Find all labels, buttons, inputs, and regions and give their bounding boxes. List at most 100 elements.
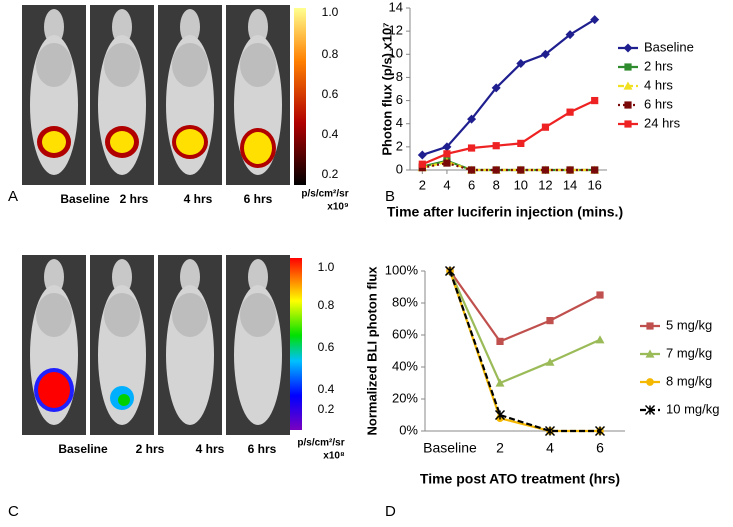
x-tick-label: 16 [587, 177, 601, 192]
point [546, 317, 554, 325]
image-label: Baseline [60, 192, 110, 206]
point [590, 15, 600, 25]
colorbar-scale: x10⁹ [327, 202, 349, 213]
y-tick-label: 80% [392, 294, 418, 309]
point [646, 378, 654, 386]
legend-label: 5 mg/kg [666, 317, 712, 332]
colorbar-tick-label: 1.0 [322, 5, 339, 19]
point [516, 59, 526, 69]
x-tick-label: 14 [563, 177, 577, 192]
point [624, 63, 632, 71]
legend-label: 4 hrs [644, 77, 673, 92]
panel-label: C [8, 503, 19, 520]
x-tick-label: 6 [468, 177, 475, 192]
colorbar-tick-label: 0.6 [322, 87, 339, 101]
y-tick-label: 12 [389, 23, 403, 38]
point [491, 83, 501, 93]
point [594, 425, 606, 437]
y-tick-label: 0 [396, 161, 403, 176]
x-tick-label: Baseline [423, 440, 477, 456]
point [645, 349, 655, 358]
x-tick-label: 10 [514, 177, 528, 192]
point [442, 142, 452, 152]
point [418, 160, 426, 168]
series-line [448, 270, 600, 433]
y-tick-label: 6 [396, 92, 403, 107]
series-line [421, 99, 596, 166]
colorbar-unit: p/s/cm²/sr [301, 189, 348, 200]
point [566, 108, 574, 116]
point [591, 96, 599, 105]
series-line [448, 270, 601, 385]
y-tick-label: 100% [385, 262, 419, 277]
image-label: 4 hrs [184, 192, 213, 206]
series-line [449, 270, 601, 343]
point [595, 335, 605, 344]
colorbar-tick-label: 1.0 [318, 260, 335, 274]
point [623, 43, 633, 53]
x-tick-label: 4 [546, 440, 554, 456]
colorbar-tick-label: 0.8 [318, 298, 335, 312]
point [540, 49, 550, 59]
point [443, 159, 451, 167]
point [624, 101, 632, 109]
point [545, 357, 555, 366]
point [517, 166, 525, 174]
series-line [421, 18, 596, 157]
x-tick-label: 12 [538, 177, 552, 192]
colorbar-tick-label: 0.2 [322, 167, 339, 181]
point [467, 166, 476, 174]
point [591, 166, 599, 174]
point [443, 150, 451, 158]
y-tick-label: 10 [389, 46, 403, 61]
y-tick-label: 14 [389, 0, 403, 14]
legend-label: 10 mg/kg [666, 401, 719, 416]
image-label: Baseline [58, 442, 108, 456]
point [417, 150, 427, 160]
legend-label: 6 hrs [644, 96, 673, 111]
point [467, 144, 476, 152]
point [494, 409, 506, 421]
y-tick-label: 60% [392, 326, 418, 341]
x-tick-label: 4 [443, 177, 450, 192]
colorbar-unit: p/s/cm²/sr [297, 438, 344, 449]
point [496, 337, 504, 345]
image-label: 2 hrs [136, 442, 165, 456]
point [644, 404, 656, 416]
y-tick-label: 4 [396, 115, 403, 130]
point [495, 378, 505, 387]
image-label: 6 hrs [244, 192, 273, 206]
image-label: 2 hrs [120, 192, 149, 206]
colorbar-scale: x10⁸ [323, 451, 345, 462]
panel-label: A [8, 188, 18, 205]
y-tick-label: 2 [396, 138, 403, 153]
x-tick-label: 8 [493, 177, 500, 192]
point [444, 265, 456, 277]
colorbar-tick-label: 0.4 [322, 127, 339, 141]
point [565, 30, 575, 40]
y-tick-label: 20% [392, 390, 418, 405]
mouse-images-a [22, 5, 306, 185]
colorbar-tick-label: 0.8 [322, 47, 339, 61]
point [517, 139, 525, 147]
legend-label: 8 mg/kg [666, 373, 712, 388]
colorbar-tick-label: 0.2 [318, 402, 335, 416]
point [646, 322, 654, 330]
x-axis-label: Time post ATO treatment (hrs) [420, 471, 620, 487]
y-tick-label: 40% [392, 358, 418, 373]
y-axis-label: Photon flux (p/s) x10⁷ [379, 22, 394, 155]
point [467, 114, 477, 124]
y-tick-label: 0% [399, 422, 418, 437]
point [492, 166, 500, 174]
chart: 0 2 4 6 8 10 12 14 2 4 6 8 10 12 14 16 Time after lucife… [379, 0, 693, 220]
x-tick-label: 2 [419, 177, 426, 192]
point [624, 120, 632, 128]
legend-label: Baseline [644, 39, 694, 54]
mouse-images-c [22, 255, 302, 435]
panel-label: D [385, 503, 396, 520]
x-tick-label: 6 [596, 440, 604, 456]
point [492, 142, 500, 150]
image-label: 6 hrs [248, 442, 277, 456]
colorbar-tick-label: 0.4 [318, 382, 335, 396]
